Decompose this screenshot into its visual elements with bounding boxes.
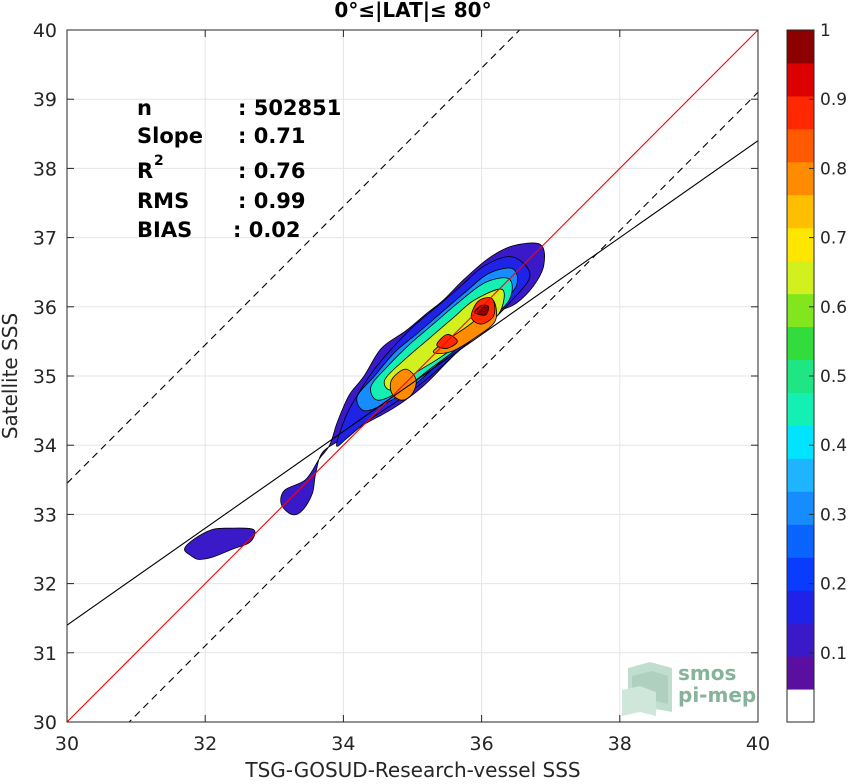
colorbar-tick-label: 0.1: [820, 644, 847, 664]
colorbar-segment: [787, 326, 814, 361]
stat-bias-value: : 0.02: [233, 218, 301, 242]
reference-lines: [67, 30, 758, 722]
colorbar-segment: [787, 30, 814, 64]
colorbar-tick-label: 0.9: [820, 90, 847, 110]
logo-text-pi-mep: pi-mep: [678, 683, 756, 707]
colorbar-tick-label: 0.5: [820, 367, 847, 387]
y-tick-label: 33: [33, 504, 57, 526]
stat-slope-value: : 0.71: [238, 124, 306, 148]
colorbar-tick-label: 0.6: [820, 298, 847, 318]
y-tick-label: 39: [33, 89, 57, 111]
colorbar-segment: [787, 689, 814, 723]
stat-slope-label: Slope: [137, 124, 203, 148]
colorbar-segment: [787, 95, 814, 130]
x-tick-label: 34: [331, 733, 355, 755]
contour-level-0.05: [184, 527, 256, 560]
colorbar-tick-label: 0.8: [820, 159, 847, 179]
stat-n-label: n: [137, 96, 152, 120]
x-axis-label: TSG-GOSUD-Research-vessel SSS: [244, 758, 580, 782]
colorbar-segment: [787, 524, 814, 558]
1:1-line: [67, 30, 758, 722]
lower-bound-line: [128, 91, 758, 722]
x-tick-label: 32: [193, 733, 217, 755]
smos-pi-mep-logo: smos pi-mep: [622, 661, 756, 716]
stat-r2-value: : 0.76: [238, 159, 306, 183]
colorbar-segment: [787, 458, 814, 492]
logo-text-smos: smos: [678, 661, 736, 685]
stat-r2-label: R: [137, 159, 153, 183]
colorbar-segment: [787, 656, 814, 690]
upper-bound-line: [67, 30, 521, 484]
x-tick-label: 30: [55, 733, 79, 755]
y-tick-label: 36: [33, 297, 57, 319]
colorbar-segment: [787, 128, 814, 163]
colorbar: 0.1 0.2 0.3 0.4 0.5 0.6 0.7 0.8 0.9 1: [786, 21, 847, 723]
y-axis-label: Satellite SSS: [0, 313, 22, 439]
y-tick-label: 38: [33, 158, 57, 180]
colorbar-segment: [787, 260, 814, 295]
y-tick-label: 40: [33, 20, 57, 42]
stat-bias-label: BIAS: [137, 218, 192, 242]
y-tick-label: 30: [33, 712, 57, 734]
colorbar-tick-label: 0.7: [820, 229, 847, 249]
y-tick-label: 35: [33, 366, 57, 388]
colorbar-segment: [787, 194, 814, 229]
grid: [66, 29, 759, 723]
colorbar-segment: [787, 491, 814, 525]
colorbar-segment: [787, 557, 814, 591]
logo-graphic: [622, 662, 672, 716]
x-tick-label: 36: [470, 733, 494, 755]
colorbar-segment: [787, 293, 814, 328]
colorbar-tick-label: 1: [820, 21, 831, 41]
colorbar-segment: [787, 392, 814, 426]
y-tick-label: 32: [33, 574, 57, 596]
colorbar-tick-label: 0.4: [820, 436, 847, 456]
colorbar-tick-label: 0.2: [820, 575, 847, 595]
y-tick-label: 31: [33, 643, 57, 665]
colorbar-segment: [787, 623, 814, 657]
x-tick-label: 40: [746, 733, 770, 755]
stat-r2-sup: 2: [154, 153, 164, 169]
chart-title: 0°≤|LAT|≤ 80°: [334, 0, 491, 22]
colorbar-segment: [787, 161, 814, 196]
stat-rms-label: RMS: [137, 189, 189, 213]
x-tick-label: 38: [608, 733, 632, 755]
axis-ticks: 30 32 34 36 38 40 30 31 32 33 34 35 36 37 38 39 40: [33, 20, 770, 755]
stat-rms-value: : 0.99: [238, 189, 306, 213]
colorbar-segment: [787, 227, 814, 262]
stats-box: n : 502851 Slope : 0.71 R 2 : 0.76 RMS :…: [137, 96, 341, 242]
stat-n-value: : 502851: [238, 96, 341, 120]
colorbar-segment: [787, 425, 814, 459]
contour-level-0.95: [474, 304, 490, 316]
y-tick-label: 37: [33, 228, 57, 250]
y-tick-label: 34: [33, 435, 57, 457]
regression-line: [67, 140, 758, 626]
colorbar-segment: [787, 590, 814, 624]
colorbar-segment: [787, 62, 814, 97]
colorbar-tick-label: 0.3: [820, 505, 847, 525]
